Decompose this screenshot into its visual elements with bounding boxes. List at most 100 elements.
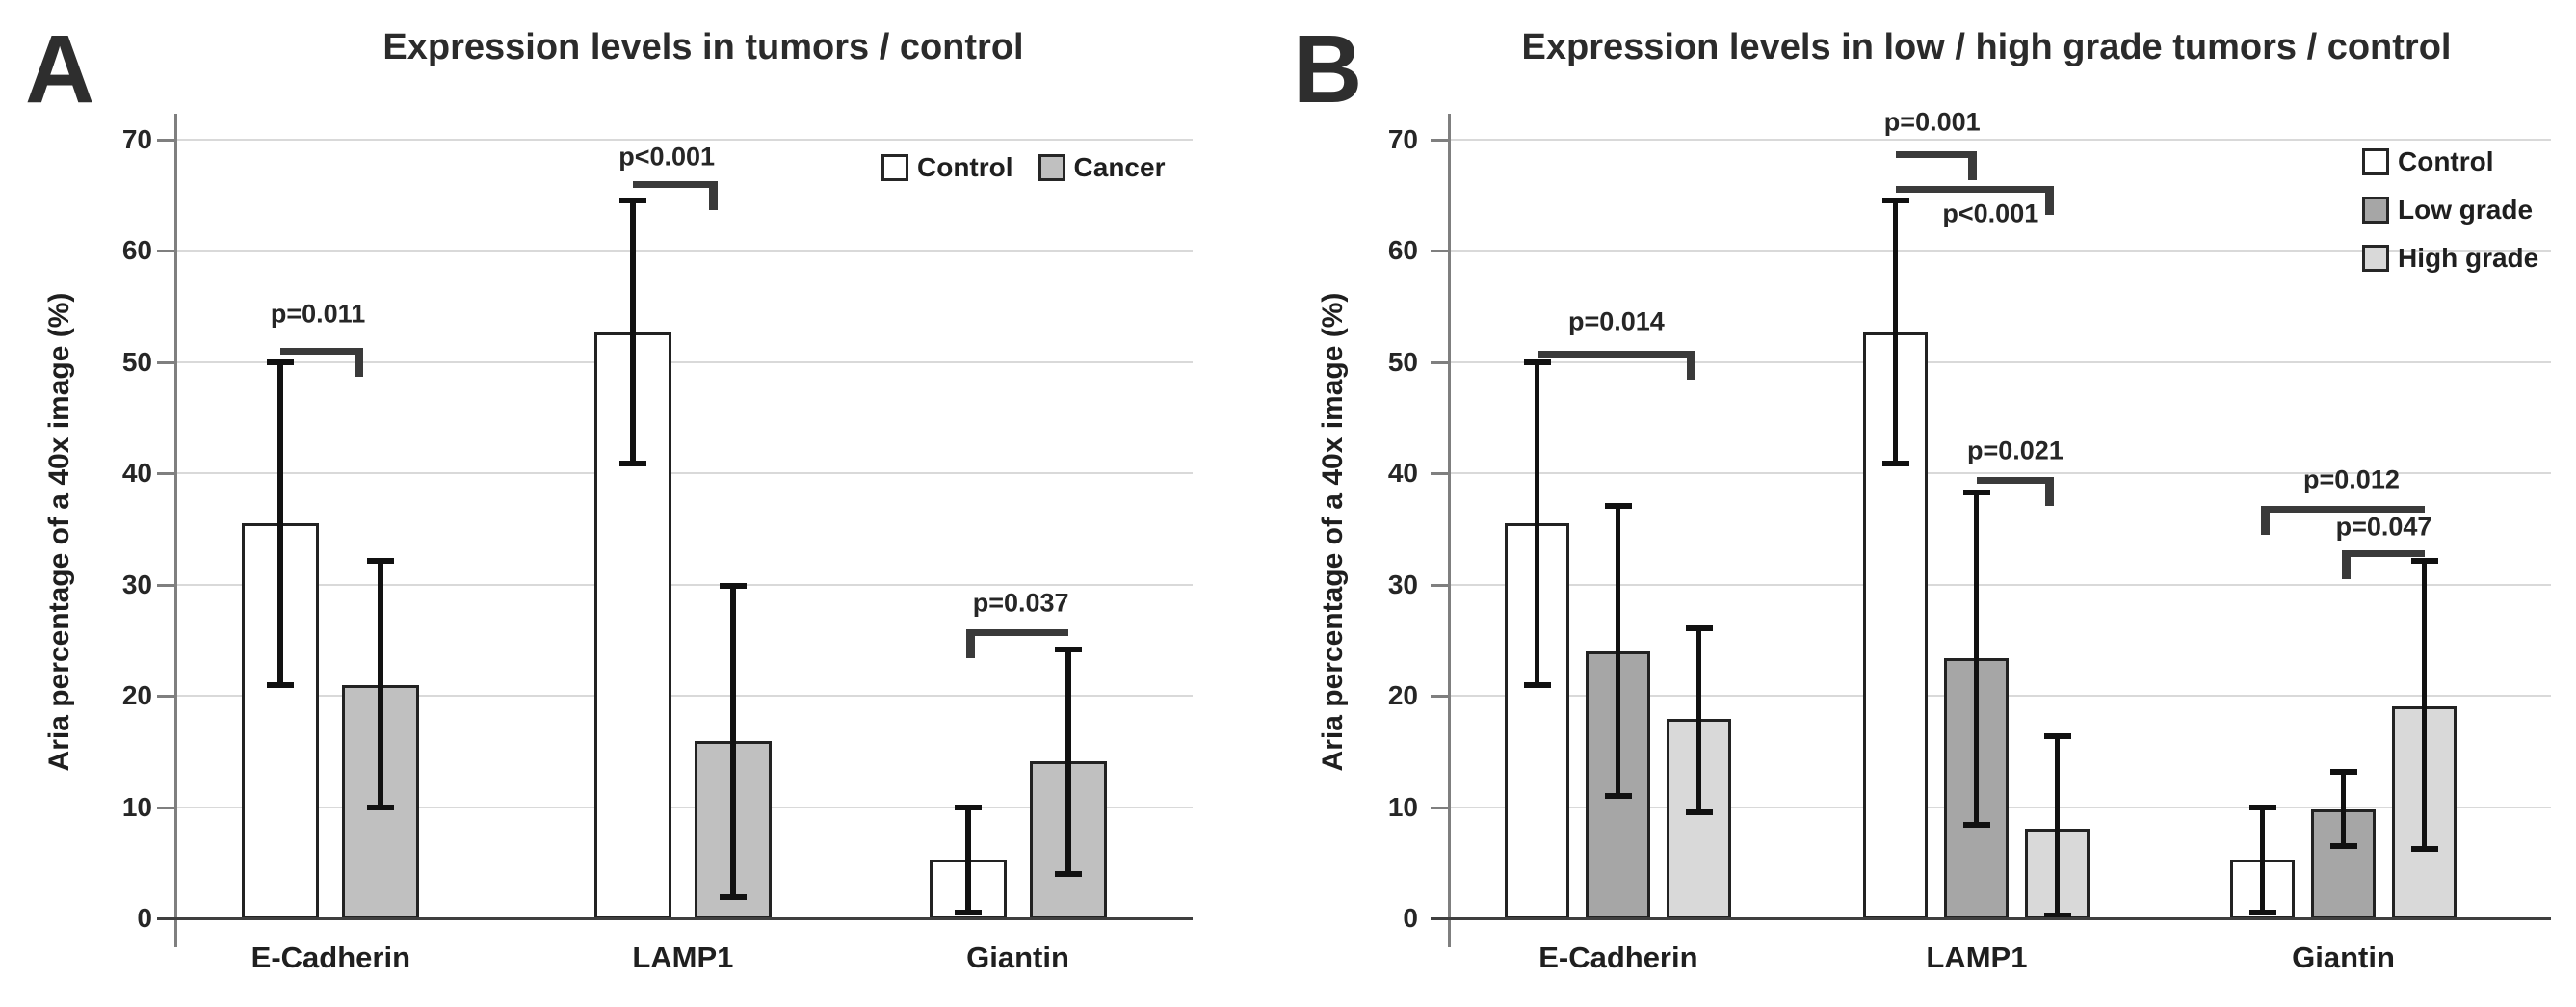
error-bar-cancer-e-cadherin bbox=[378, 561, 384, 808]
legend-marker-cancer-icon bbox=[1038, 154, 1065, 181]
error-cap-bottom-low-grade-giantin bbox=[2329, 842, 2357, 849]
y-tick-mark-30 bbox=[157, 583, 176, 587]
error-bar-cancer-lamp1 bbox=[729, 585, 736, 898]
error-cap-bottom-control-giantin bbox=[2248, 910, 2276, 916]
significance-bracket-line bbox=[1895, 185, 2054, 193]
error-cap-bottom-high-grade-giantin bbox=[2410, 846, 2438, 853]
y-tick-mark-50 bbox=[157, 360, 176, 364]
p-value-label: p<0.001 bbox=[618, 142, 716, 172]
x-axis-line bbox=[157, 917, 1193, 920]
error-cap-bottom-control-lamp1 bbox=[618, 460, 646, 466]
gridline-30 bbox=[176, 583, 1193, 586]
legend-item-control: Control bbox=[2362, 146, 2494, 177]
p-value-label: p=0.037 bbox=[972, 588, 1069, 618]
error-cap-bottom-control-e-cadherin bbox=[267, 681, 295, 688]
y-tick-label-70: 70 bbox=[1387, 124, 1418, 154]
error-cap-bottom-control-e-cadherin bbox=[1523, 681, 1551, 688]
error-cap-bottom-low-grade-e-cadherin bbox=[1604, 793, 1632, 800]
legend-item-low-grade: Low grade bbox=[2362, 195, 2533, 225]
p-value-label: p=0.012 bbox=[2303, 464, 2400, 494]
gridline-40 bbox=[176, 472, 1193, 475]
significance-bracket-tick bbox=[1967, 151, 1977, 180]
gridline-50 bbox=[1450, 360, 2551, 363]
panel-b-title: Expression levels in low / high grade tu… bbox=[1521, 27, 2452, 67]
legend-item-control: Control bbox=[881, 152, 1013, 183]
error-cap-top-low-grade-lamp1 bbox=[1962, 489, 1990, 495]
p-value-label: p=0.011 bbox=[270, 299, 366, 329]
significance-bracket-tick bbox=[2260, 506, 2270, 536]
error-cap-top-low-grade-giantin bbox=[2329, 768, 2357, 775]
legend-marker-low-grade-icon bbox=[2362, 197, 2389, 224]
y-tick-label-60: 60 bbox=[1387, 235, 1418, 266]
y-tick-mark-20 bbox=[157, 695, 176, 699]
y-tick-label-50: 50 bbox=[121, 346, 152, 377]
error-bar-high-grade-lamp1 bbox=[2055, 735, 2061, 915]
y-tick-mark-10 bbox=[157, 806, 176, 809]
legend: Control Low grade High grade bbox=[2362, 146, 2538, 274]
gridline-60 bbox=[176, 250, 1193, 252]
legend-item-high-grade: High grade bbox=[2362, 243, 2538, 274]
error-cap-top-control-giantin bbox=[954, 804, 982, 810]
legend-marker-control-icon bbox=[881, 154, 908, 181]
y-tick-mark-30 bbox=[1431, 583, 1450, 587]
significance-bracket-tick bbox=[708, 181, 718, 211]
y-tick-label-40: 40 bbox=[121, 458, 152, 489]
y-tick-mark-20 bbox=[1431, 695, 1450, 699]
legend: Control Cancer bbox=[881, 152, 1165, 183]
error-cap-bottom-high-grade-e-cadherin bbox=[1685, 809, 1713, 816]
y-tick-mark-40 bbox=[1431, 472, 1450, 476]
gridline-70 bbox=[1450, 139, 2551, 141]
error-bar-low-grade-giantin bbox=[2341, 771, 2347, 846]
significance-bracket-line bbox=[967, 629, 1068, 637]
category-label-lamp1: LAMP1 bbox=[1926, 941, 2028, 974]
y-tick-label-60: 60 bbox=[121, 235, 152, 266]
error-bar-control-lamp1 bbox=[1893, 200, 1899, 464]
error-cap-top-high-grade-e-cadherin bbox=[1685, 624, 1713, 631]
significance-bracket-tick bbox=[2044, 477, 2054, 507]
error-bar-low-grade-e-cadherin bbox=[1616, 505, 1621, 797]
p-value-label: p=0.047 bbox=[2335, 512, 2432, 542]
panel-a-letter: A bbox=[25, 15, 95, 123]
legend-marker-high-grade-icon bbox=[2362, 245, 2389, 272]
significance-bracket-tick bbox=[355, 348, 364, 378]
y-tick-label-10: 10 bbox=[121, 791, 152, 822]
y-tick-label-0: 0 bbox=[137, 903, 152, 933]
error-bar-cancer-giantin bbox=[1065, 649, 1071, 874]
y-axis-line bbox=[174, 114, 177, 947]
panel-a-title: Expression levels in tumors / control bbox=[382, 27, 1024, 67]
error-cap-top-high-grade-giantin bbox=[2410, 558, 2438, 565]
significance-bracket-line bbox=[2262, 506, 2425, 514]
significance-bracket-line bbox=[1976, 477, 2054, 485]
significance-bracket-tick bbox=[2341, 550, 2351, 580]
error-bar-control-e-cadherin bbox=[1535, 361, 1540, 685]
p-value-label: p=0.021 bbox=[1967, 436, 2063, 465]
significance-bracket-line bbox=[1537, 350, 1695, 358]
error-bar-low-grade-lamp1 bbox=[1974, 491, 1980, 826]
y-tick-label-50: 50 bbox=[1387, 346, 1418, 377]
y-tick-mark-50 bbox=[1431, 360, 1450, 364]
error-cap-top-cancer-lamp1 bbox=[719, 582, 747, 589]
gridline-70 bbox=[176, 139, 1193, 141]
y-tick-label-70: 70 bbox=[121, 124, 152, 154]
error-cap-bottom-low-grade-lamp1 bbox=[1962, 822, 1990, 829]
gridline-30 bbox=[1450, 583, 2551, 586]
x-axis-line bbox=[1431, 917, 2551, 920]
significance-bracket-line bbox=[2343, 550, 2425, 558]
gridline-40 bbox=[1450, 472, 2551, 475]
category-label-e-cadherin: E-Cadherin bbox=[250, 941, 411, 974]
panel-b-letter: B bbox=[1293, 15, 1363, 123]
y-tick-mark-10 bbox=[1431, 806, 1450, 809]
error-cap-top-control-lamp1 bbox=[618, 198, 646, 204]
legend-item-cancer: Cancer bbox=[1038, 152, 1165, 183]
legend-label-control: Control bbox=[917, 152, 1013, 182]
gridline-20 bbox=[176, 695, 1193, 698]
y-tick-mark-40 bbox=[157, 472, 176, 476]
error-cap-top-control-e-cadherin bbox=[1523, 358, 1551, 365]
category-label-lamp1: LAMP1 bbox=[632, 941, 734, 974]
error-bar-control-e-cadherin bbox=[277, 361, 284, 685]
y-tick-label-10: 10 bbox=[1387, 791, 1418, 822]
category-label-giantin: Giantin bbox=[966, 941, 1069, 974]
legend-label-high-grade: High grade bbox=[2398, 243, 2539, 273]
legend-label-low-grade: Low grade bbox=[2398, 195, 2534, 225]
